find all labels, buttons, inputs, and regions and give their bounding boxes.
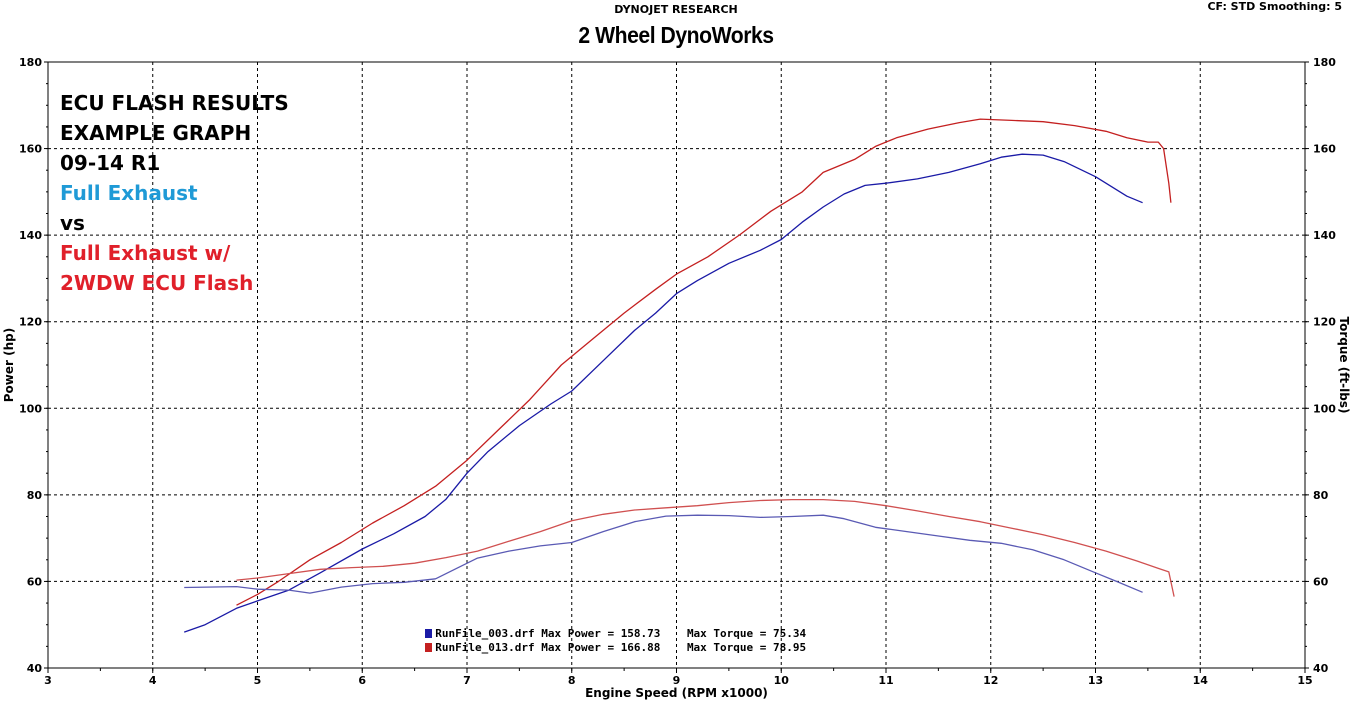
legend-swatch (425, 629, 433, 638)
y-axis-label: Power (hp) (2, 328, 16, 402)
series-line-power (236, 118, 1172, 606)
annotation-line: EXAMPLE GRAPH (60, 121, 252, 145)
legend-swatch (425, 643, 433, 652)
x-tick-label: 8 (568, 674, 576, 687)
y2-tick-label: 40 (1313, 662, 1329, 675)
x-axis-label: Engine Speed (RPM x1000) (585, 686, 768, 700)
y2-tick-label: 120 (1313, 316, 1336, 329)
series-line-torque (236, 498, 1175, 597)
series-line-torque (184, 514, 1143, 594)
y-tick-label: 160 (19, 143, 42, 156)
y-tick-label: 40 (27, 662, 43, 675)
legend-entry: RunFile_013.drf Max Power = 166.88 Max T… (412, 628, 806, 654)
y-tick-label: 60 (27, 575, 43, 588)
annotation-line: Full Exhaust w/ (60, 241, 231, 265)
x-tick-label: 12 (983, 674, 998, 687)
y2-tick-label: 100 (1313, 402, 1336, 415)
series (183, 118, 1175, 633)
header-shop-name: 2 Wheel DynoWorks (578, 22, 774, 48)
legend-max-power: Max Power = 158.73 (541, 627, 661, 640)
x-tick-label: 15 (1297, 674, 1312, 687)
x-tick-label: 10 (774, 674, 790, 687)
y-tick-label: 100 (19, 402, 42, 415)
annotation-line: 2WDW ECU Flash (60, 271, 254, 295)
legend-max-torque: Max Torque = 78.95 (686, 641, 807, 654)
annotation-line: ECU FLASH RESULTS (60, 91, 289, 115)
y2-tick-label: 80 (1313, 489, 1329, 502)
y-tick-label: 180 (19, 56, 42, 69)
y-tick-label: 80 (27, 489, 43, 502)
x-tick-label: 9 (673, 674, 681, 687)
y-tick-label: 140 (19, 229, 42, 242)
annotation-line: vs (60, 211, 85, 235)
x-tick-label: 4 (149, 674, 157, 687)
y2-tick-label: 60 (1313, 575, 1329, 588)
header-cf-smoothing: CF: STD Smoothing: 5 (1207, 0, 1342, 13)
header-research: DYNOJET RESEARCH (614, 3, 738, 16)
y2-tick-label: 140 (1313, 229, 1336, 242)
annotation-line: 09-14 R1 (60, 151, 161, 175)
x-tick-label: 6 (358, 674, 366, 687)
legend-file: RunFile_013.drf (435, 641, 535, 654)
y2-tick-label: 180 (1313, 56, 1336, 69)
series-line-power (183, 153, 1143, 633)
x-tick-label: 14 (1193, 674, 1209, 687)
legend-max-torque: Max Torque = 75.34 (686, 627, 807, 640)
legend-file: RunFile_003.drf (435, 627, 535, 640)
y-tick-label: 120 (19, 316, 42, 329)
x-tick-label: 5 (254, 674, 262, 687)
x-tick-label: 11 (878, 674, 893, 687)
x-tick-label: 7 (463, 674, 471, 687)
y2-tick-label: 160 (1313, 143, 1336, 156)
legend-entry: RunFile_003.drf Max Power = 158.73 Max T… (412, 614, 806, 640)
grid (48, 62, 1305, 668)
x-tick-label: 3 (44, 674, 52, 687)
legend-max-power: Max Power = 166.88 (541, 641, 661, 654)
y2-axis-label: Torque (ft-lbs) (1337, 317, 1351, 414)
x-tick-label: 13 (1088, 674, 1103, 687)
annotation-line: Full Exhaust (60, 181, 198, 205)
